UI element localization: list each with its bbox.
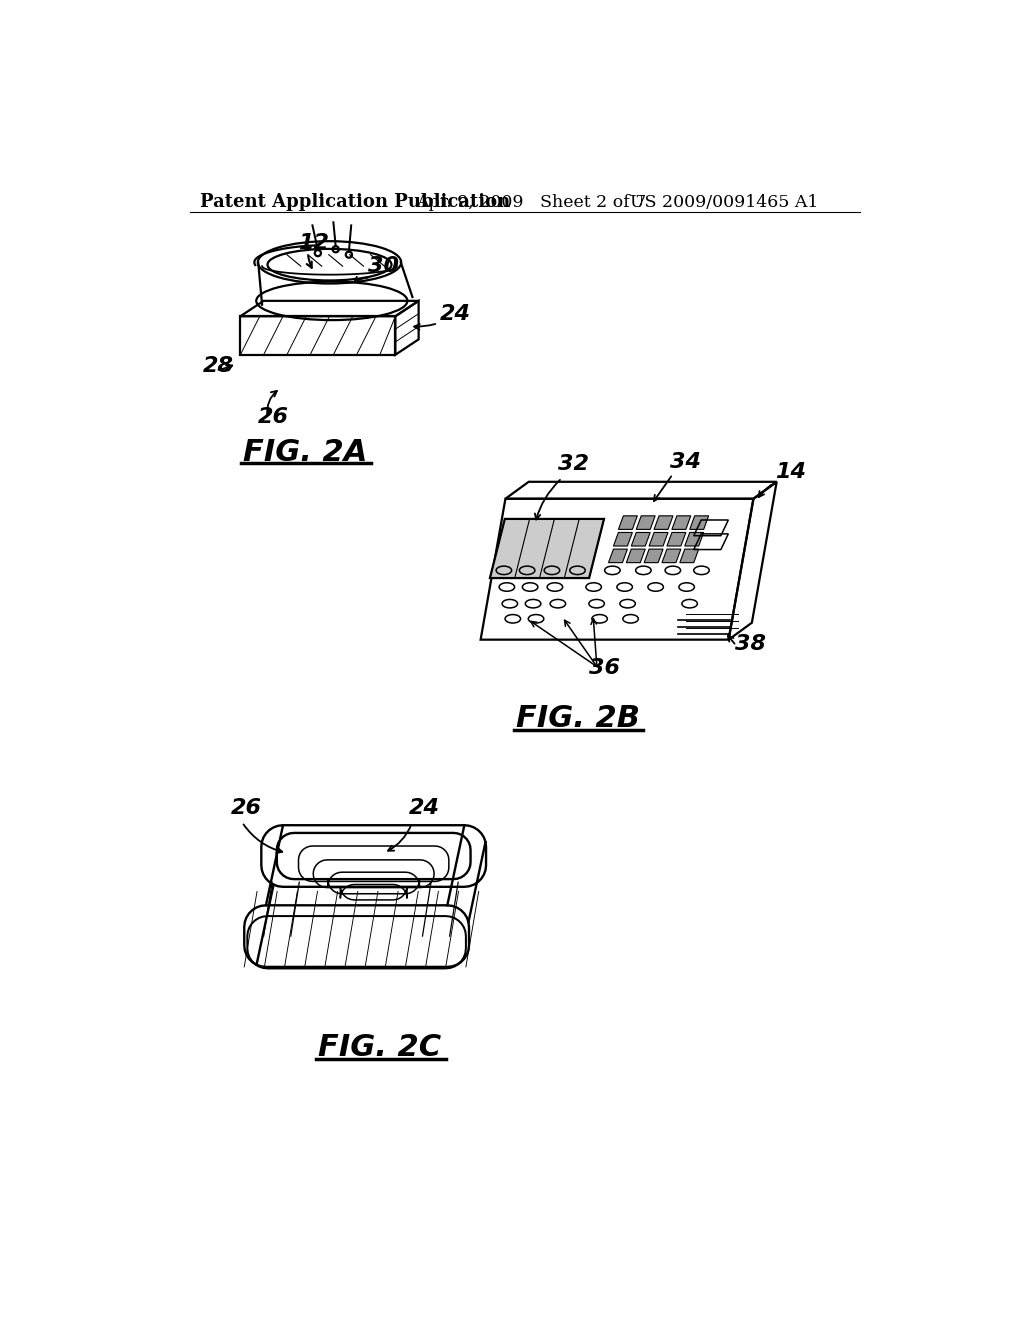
Polygon shape <box>654 516 673 529</box>
Text: FIG. 2C: FIG. 2C <box>317 1034 441 1063</box>
Text: FIG. 2B: FIG. 2B <box>515 705 640 734</box>
Polygon shape <box>672 516 691 529</box>
Polygon shape <box>649 532 668 546</box>
Polygon shape <box>631 532 650 546</box>
Polygon shape <box>685 532 703 546</box>
Text: 14: 14 <box>775 462 806 482</box>
Polygon shape <box>662 549 681 562</box>
Text: US 2009/0091465 A1: US 2009/0091465 A1 <box>630 194 818 211</box>
Text: 24: 24 <box>440 304 471 325</box>
Text: Patent Application Publication: Patent Application Publication <box>200 193 510 211</box>
Polygon shape <box>489 519 604 578</box>
Text: 26: 26 <box>257 408 289 428</box>
Text: 34: 34 <box>671 451 701 473</box>
Text: 28: 28 <box>203 356 234 376</box>
Polygon shape <box>618 516 637 529</box>
Polygon shape <box>636 516 655 529</box>
Polygon shape <box>608 549 628 562</box>
Text: 30: 30 <box>369 256 399 276</box>
Text: 38: 38 <box>735 634 766 653</box>
Polygon shape <box>667 532 686 546</box>
Text: 36: 36 <box>589 659 621 678</box>
Text: 26: 26 <box>231 799 262 818</box>
Text: Apr. 9, 2009   Sheet 2 of 7: Apr. 9, 2009 Sheet 2 of 7 <box>417 194 647 211</box>
Text: 24: 24 <box>410 799 440 818</box>
Text: FIG. 2A: FIG. 2A <box>243 438 367 467</box>
Polygon shape <box>680 549 698 562</box>
Text: 32: 32 <box>558 454 589 474</box>
Polygon shape <box>613 532 633 546</box>
Polygon shape <box>644 549 664 562</box>
Text: 12: 12 <box>299 234 330 253</box>
Polygon shape <box>627 549 645 562</box>
Polygon shape <box>690 516 709 529</box>
